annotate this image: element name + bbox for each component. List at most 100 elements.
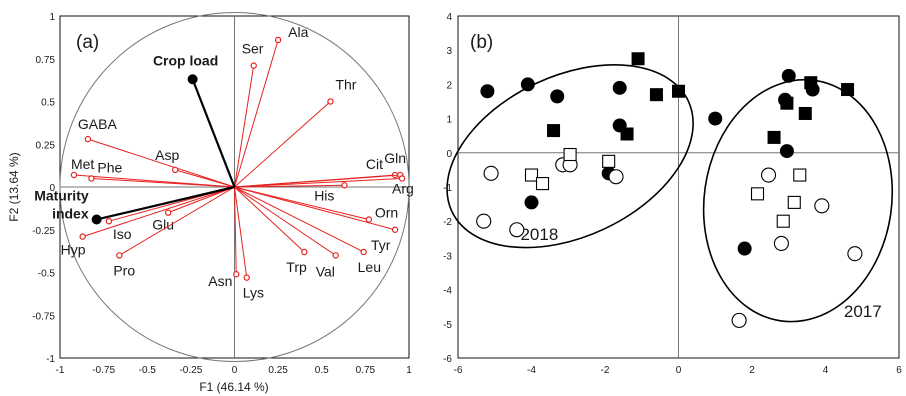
x-tick-label: -0.25 [179, 365, 202, 376]
x-tick-label: 2 [749, 365, 755, 376]
variable-marker [164, 209, 172, 216]
variable-marker [70, 171, 78, 179]
filled-square-marker [672, 84, 685, 98]
open-circle-marker [731, 312, 747, 328]
open-square-marker [563, 147, 577, 162]
filled-circle-marker [781, 68, 796, 83]
variable-marker [360, 248, 367, 256]
variable-marker [233, 271, 240, 278]
open-circle-marker [476, 213, 492, 229]
variable-vector [234, 184, 345, 188]
y-tick-label: -1 [46, 354, 55, 365]
variable-vector [234, 39, 279, 188]
filled-circle-marker [612, 80, 627, 95]
open-circle-marker [760, 167, 777, 183]
sample-points [476, 52, 863, 328]
filled-circle-marker [524, 195, 539, 210]
filled-circle-marker [737, 241, 752, 256]
x-tick-label: -0.5 [139, 365, 157, 376]
group-label: 2017 [844, 302, 882, 321]
y-tick-label: 0.25 [36, 140, 56, 151]
filled-circle-marker [520, 77, 535, 92]
filled-square-marker [767, 130, 781, 144]
variable-label: GABA [78, 116, 118, 132]
variable-vector [234, 186, 237, 275]
variable-vector [119, 186, 235, 256]
y-tick-labels: 1 0.75 0.5 0.25 0 -0.25 -0.5 -0.75 -1 [32, 12, 55, 365]
open-square-marker [535, 177, 550, 191]
variable-marker [171, 166, 179, 174]
variable-label: Thr [335, 77, 356, 93]
variable-marker [391, 226, 399, 233]
variable-vector [91, 177, 235, 188]
y-tick-label: -3 [443, 251, 452, 262]
y-tick-label: -2 [443, 217, 452, 228]
variable-marker [116, 252, 123, 259]
variable-vector [175, 169, 235, 188]
y-tick-label: 0 [49, 183, 55, 194]
supplementary-marker [187, 74, 198, 85]
variable-label: Arg [392, 180, 414, 196]
variable-marker [398, 175, 406, 182]
open-square-marker [787, 195, 801, 209]
variable-vectors: Ala Ser Thr GABA Asp Met Phe Cit Gln Arg His Orn Tyr… [61, 24, 414, 301]
open-circle-marker [608, 169, 624, 185]
y-tick-label: 1 [49, 12, 55, 23]
open-circle-marker [847, 246, 863, 262]
y-tick-label: 0 [446, 149, 452, 160]
filled-square-marker [649, 88, 663, 102]
supplementary-marker [91, 214, 102, 225]
variable-label: Phe [97, 159, 122, 175]
filled-square-marker [547, 124, 561, 138]
group-ellipse [446, 64, 694, 249]
panel-label-b: (b) [470, 32, 493, 53]
filled-circle-marker [779, 144, 794, 159]
variable-label: Leu [358, 259, 381, 275]
panel-label-a: (a) [76, 32, 99, 53]
variable-marker [88, 175, 95, 182]
group-ellipses: 2018 2017 [446, 64, 894, 323]
variable-vector [234, 186, 364, 253]
x-tick-label: 1 [406, 365, 412, 376]
y-tick-label: -4 [443, 286, 452, 297]
y-tick-label: -0.25 [32, 226, 55, 237]
filled-square-marker [620, 127, 634, 141]
variable-vector [234, 186, 396, 231]
x-tick-label: 0.25 [268, 365, 288, 376]
variable-vector [234, 177, 403, 188]
variable-marker [84, 135, 92, 143]
variable-marker [105, 217, 113, 225]
y-tick-label: 3 [446, 46, 452, 57]
x-tick-label: 0.5 [315, 365, 329, 376]
variable-marker [250, 62, 257, 69]
variable-label: Iso [113, 226, 132, 242]
variable-label: Met [71, 156, 94, 172]
open-square-marker [793, 168, 807, 182]
variable-vector [234, 174, 401, 188]
supplementary-vector [191, 78, 236, 188]
open-square-marker [776, 214, 790, 228]
filled-circle-marker [480, 84, 495, 99]
variable-label: Asp [155, 147, 179, 163]
variable-label: Glu [152, 217, 174, 233]
y-tick-label: 1 [446, 115, 452, 126]
x-tick-label: 6 [896, 365, 902, 376]
variable-label: Lys [243, 285, 264, 301]
group-label: 2018 [520, 225, 558, 244]
x-tick-label: -2 [601, 365, 610, 376]
variable-vector [234, 186, 336, 256]
filled-square-marker [780, 96, 794, 110]
y-tick-label: 2 [446, 80, 452, 91]
panel-a-correlation-circle: -1 -0.75 -0.5 -0.25 0 0.25 0.5 0.75 1 1 0.75 0.5 0.… [7, 12, 414, 394]
x-tick-label: 0 [232, 365, 238, 376]
open-circle-marker [509, 222, 525, 238]
y-tick-label: -5 [443, 320, 452, 331]
variable-vector [234, 186, 369, 220]
variable-label: Orn [375, 204, 398, 220]
x-tick-label: 4 [823, 365, 829, 376]
x-tick-label: 0.75 [356, 365, 376, 376]
variable-marker [327, 98, 334, 105]
open-circle-marker [814, 198, 830, 214]
supplementary-vector [96, 185, 235, 221]
